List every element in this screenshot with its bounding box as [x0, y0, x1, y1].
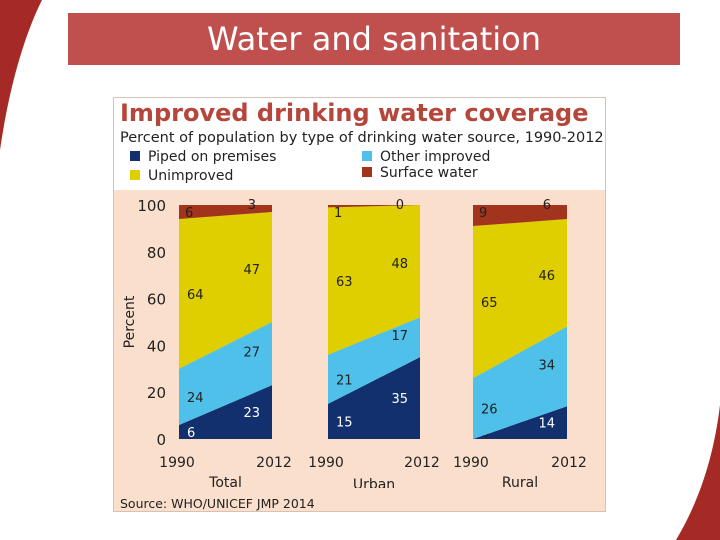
area-total-other-improved: [179, 322, 272, 425]
y-tick-label: 0: [156, 431, 166, 449]
data-label: 64: [187, 288, 204, 303]
data-label: 34: [538, 358, 555, 373]
data-label: 0: [396, 198, 404, 213]
legend-item-unimproved: Unimproved: [130, 168, 233, 184]
data-label: 26: [481, 403, 498, 418]
area-rural-other-improved: [473, 326, 567, 439]
legend-swatch-other-improved: [362, 151, 372, 161]
chart-header: Improved drinking water coverage Percent…: [114, 98, 605, 190]
data-label: 65: [481, 296, 498, 311]
group-label: Rural: [502, 475, 538, 488]
x-tick-label: 1990: [453, 455, 489, 471]
x-tick-label: 2012: [404, 455, 440, 471]
x-tick-label: 1990: [308, 455, 344, 471]
chart-source: Source: WHO/UNICEF JMP 2014: [120, 496, 315, 511]
data-label: 47: [243, 263, 260, 278]
data-label: 17: [391, 329, 408, 344]
legend-swatch-unimproved: [130, 170, 140, 180]
data-label: 9: [479, 206, 487, 221]
data-label: 6: [543, 198, 551, 213]
y-tick-label: 60: [147, 291, 166, 309]
legend-swatch-surface-water: [362, 167, 372, 177]
data-label: 23: [243, 406, 260, 421]
data-label: 6: [187, 426, 195, 441]
data-label: 24: [187, 391, 204, 406]
data-label: 15: [336, 415, 353, 430]
page-title: Water and sanitation: [68, 13, 680, 65]
data-label: 14: [538, 417, 555, 432]
data-label: 27: [243, 346, 260, 361]
legend-swatch-piped: [130, 151, 140, 161]
area-total-surface-water: [179, 205, 272, 220]
area-urban-piped-on-premises: [328, 357, 420, 439]
chart-title: Improved drinking water coverage: [120, 99, 589, 127]
legend-item-other-improved: Other improved: [362, 149, 490, 165]
data-label: 21: [336, 373, 353, 388]
y-tick-label: 80: [147, 244, 166, 262]
area-urban-unimproved: [328, 205, 420, 355]
x-tick-label: 1990: [159, 455, 195, 471]
group-label: Total: [208, 475, 242, 488]
y-axis-label: Percent: [122, 295, 138, 348]
data-label: 6: [185, 206, 193, 221]
data-label: 3: [248, 198, 256, 213]
y-tick-label: 100: [137, 197, 166, 215]
x-tick-label: 2012: [551, 455, 587, 471]
y-tick-label: 20: [147, 384, 166, 402]
area-total-piped-on-premises: [179, 385, 272, 439]
legend-label-other-improved: Other improved: [380, 149, 491, 165]
data-label: 46: [538, 269, 555, 284]
legend-item-piped: Piped on premises: [130, 149, 276, 165]
data-label: 1: [334, 206, 342, 221]
legend-label-piped: Piped on premises: [148, 149, 277, 165]
legend-label-unimproved: Unimproved: [148, 168, 234, 184]
area-rural-unimproved: [473, 219, 567, 379]
area-rural-surface-water: [473, 205, 567, 227]
area-total-unimproved: [179, 212, 272, 369]
group-label: Urban: [353, 477, 395, 488]
legend-label-surface-water: Surface water: [380, 165, 478, 181]
y-tick-label: 40: [147, 337, 166, 355]
data-label: 48: [391, 257, 408, 272]
data-label: 35: [391, 392, 408, 407]
legend-item-surface-water: Surface water: [362, 165, 478, 181]
area-urban-other-improved: [328, 317, 420, 404]
chart-panel: Improved drinking water coverage Percent…: [113, 97, 606, 512]
x-tick-label: 2012: [256, 455, 292, 471]
data-label: 63: [336, 275, 353, 290]
chart-subtitle: Percent of population by type of drinkin…: [120, 130, 604, 146]
